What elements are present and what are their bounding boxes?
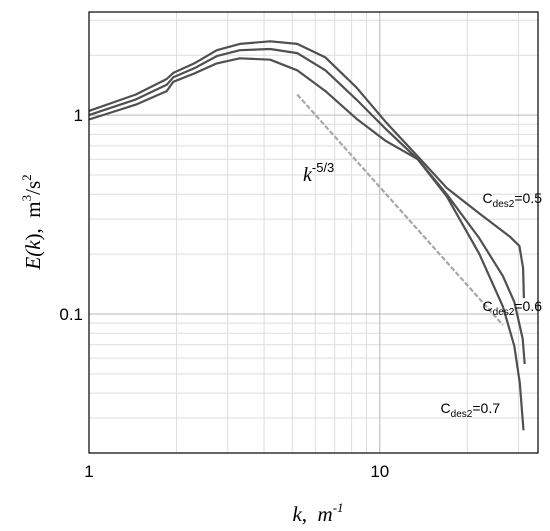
y-axis-unit-mid: /s: [21, 181, 45, 195]
series-label-subscript: des2: [493, 307, 515, 318]
series-label-base: C: [441, 400, 451, 416]
x-axis-unit: m: [318, 502, 333, 526]
series-label-value: =0.6: [514, 298, 542, 314]
series-label-subscript: des2: [451, 409, 473, 420]
series-label-1: Cdes2=0.5: [483, 190, 543, 210]
series-label-base: C: [483, 190, 493, 206]
x-tick-label: 1: [84, 462, 93, 481]
y-axis-post: ),: [21, 218, 45, 241]
y-axis-title: E(k), m3/s2: [19, 174, 45, 270]
series-line-2: [88, 47, 526, 365]
reference-slope-line: [296, 93, 504, 326]
series-label-2: Cdes2=0.6: [483, 298, 543, 318]
series-label-subscript: des2: [493, 199, 515, 210]
series-lines: [88, 40, 526, 431]
grid-major: [88, 12, 538, 453]
slope-label-exponent: -5/3: [312, 160, 334, 175]
x-tick-label: 10: [370, 462, 389, 481]
series-label-value: =0.7: [472, 400, 500, 416]
slope-label: k-5/3: [303, 160, 334, 186]
series-label-base: C: [483, 298, 493, 314]
x-axis-var: k: [292, 502, 302, 526]
tick-labels: 1 10 0.1 1: [59, 106, 389, 481]
x-axis-title: k, m-1: [292, 500, 343, 526]
x-axis-unit-exponent: -1: [333, 500, 344, 515]
y-tick-label: 0.1: [59, 305, 83, 324]
series-label-3: Cdes2=0.7: [441, 400, 501, 420]
y-axis-unit-exp1: 3: [19, 195, 34, 202]
series-label-value: =0.5: [514, 190, 542, 206]
plot-frame: [88, 11, 539, 454]
slope-label-base: k: [303, 164, 313, 186]
y-axis-unit-exp2: 2: [19, 174, 34, 181]
series-line-3: [88, 57, 525, 431]
y-axis-pre: E(: [21, 248, 45, 271]
grid-minor: [89, 12, 538, 454]
y-tick-label: 1: [74, 106, 83, 125]
x-axis-sep: ,: [302, 502, 318, 526]
y-axis-var: k: [21, 240, 45, 250]
y-axis-unit-base: m: [21, 201, 45, 217]
series-line-1: [88, 40, 525, 299]
reference-line-group: [296, 93, 504, 326]
